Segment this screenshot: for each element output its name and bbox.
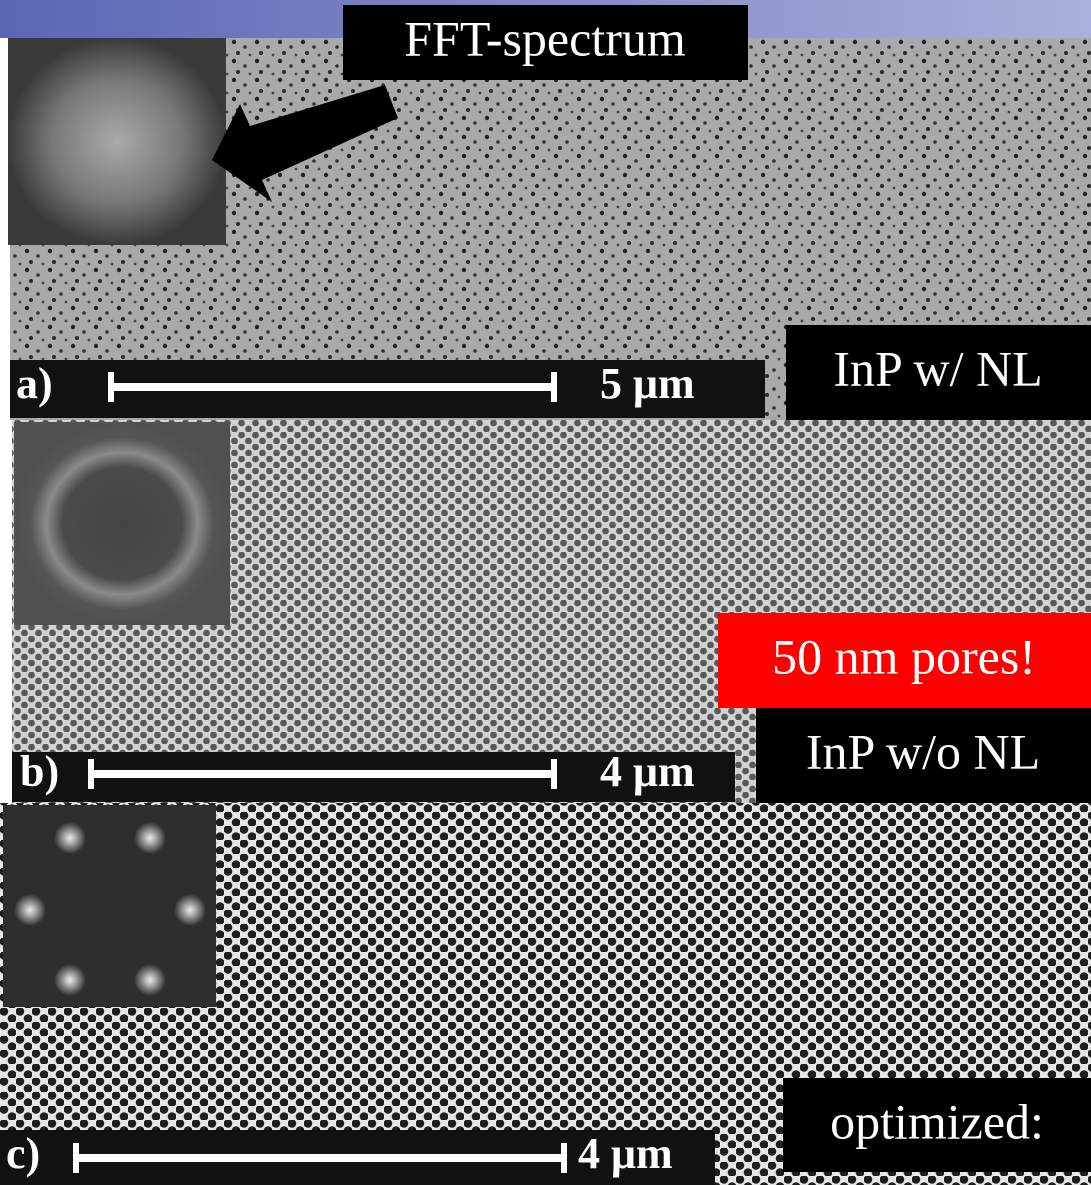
scale-bar-end <box>561 1143 567 1173</box>
panel-label: a) <box>16 359 53 408</box>
panel-label: b) <box>20 747 59 796</box>
panel-label: c) <box>6 1129 40 1178</box>
scale-bar <box>110 383 555 391</box>
caption: InP w/ NL <box>833 340 1042 396</box>
scale-bar-end <box>551 372 557 402</box>
scale-bar-end <box>551 759 557 789</box>
scale-bar <box>75 1154 565 1162</box>
scale-label: 5 μm <box>600 359 695 408</box>
figure: a) 5 μm InP w/ NL b) 4 μm 50 nm pores! I… <box>0 0 1091 1185</box>
caption: optimized: <box>830 1093 1044 1149</box>
fft-inset-b <box>14 422 230 625</box>
scale-label: 4 μm <box>578 1129 673 1178</box>
scale-label: 4 μm <box>600 747 695 796</box>
caption: InP w/o NL <box>806 723 1040 779</box>
fft-inset-a <box>8 38 226 245</box>
annotation: FFT-spectrum <box>404 10 686 66</box>
scale-bar-end <box>108 372 114 402</box>
scale-bar-end <box>73 1143 79 1173</box>
highlight: 50 nm pores! <box>772 628 1036 684</box>
scale-bar-end <box>88 759 94 789</box>
scale-bar <box>90 770 555 778</box>
